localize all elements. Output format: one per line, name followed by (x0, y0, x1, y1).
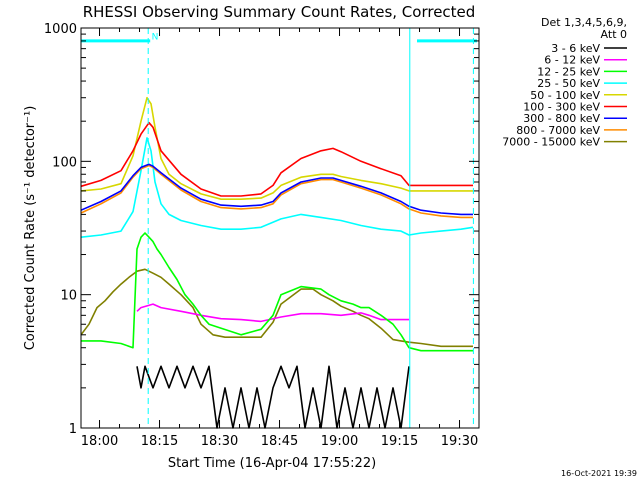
y-axis-label: Corrected Count Rate (s⁻¹ detector⁻¹) (23, 106, 38, 351)
legend-label-3-6-kev: 3 - 6 keV (551, 42, 600, 55)
annotation-label: N (152, 32, 159, 42)
y-tick-label-1: 1 (69, 422, 77, 437)
legend-label-800-7000-kev: 800 - 7000 keV (516, 124, 600, 137)
x-tick-label-18-15: 18:15 (141, 434, 178, 449)
series-line-25-50-kev (80, 137, 474, 238)
axes: 18:00 18:15 18:30 18:45 19:00 19:15 19:30 1 10 10… (44, 22, 480, 449)
x-tick-label-19-15: 19:15 (381, 434, 418, 449)
y-tick-label-10: 10 (60, 289, 77, 304)
series-line-300-800-kev (80, 163, 473, 216)
legend-label-6-12-kev: 6 - 12 keV (544, 54, 600, 67)
x-axis-label: Start Time (16-Apr-04 17:55:22) (168, 456, 376, 471)
series-line-100-300-kev (80, 121, 473, 197)
plot-area: N (80, 28, 477, 429)
series-line-7000-15000-kev (80, 268, 473, 348)
x-tick-label-18-45: 18:45 (261, 434, 298, 449)
legend-label-25-50-kev: 25 - 50 keV (537, 77, 600, 90)
series-line-12-25-kev (81, 232, 473, 352)
series-line-3-6-kev (136, 365, 410, 429)
x-tick-label-18-00: 18:00 (81, 434, 118, 449)
x-tick-label-19-30: 19:30 (441, 434, 478, 449)
series-line-800-7000-kev (80, 164, 473, 219)
footer-timestamp: 16-Oct-2021 19:39 (561, 469, 637, 478)
x-tick-label-19-00: 19:00 (321, 434, 358, 449)
legend-label-300-800-kev: 300 - 800 keV (523, 112, 600, 125)
x-tick-label-18-30: 18:30 (201, 434, 238, 449)
legend-label-7000-15000-kev: 7000 - 15000 keV (502, 136, 600, 149)
y-tick-label-1000: 1000 (44, 22, 77, 37)
series-line-50-100-kev (80, 96, 473, 200)
legend-header-1: Att 0 (601, 28, 627, 41)
y-tick-label-100: 100 (52, 155, 77, 170)
legend-header-0: Det 1,3,4,5,6,9, (541, 16, 627, 29)
legend-label-100-300-kev: 100 - 300 keV (523, 101, 600, 114)
series-line-6-12-kev (136, 303, 409, 323)
chart-title: RHESSI Observing Summary Count Rates, Co… (83, 3, 476, 21)
legend-label-12-25-kev: 12 - 25 keV (537, 65, 600, 78)
legend-label-50-100-kev: 50 - 100 keV (530, 89, 600, 102)
